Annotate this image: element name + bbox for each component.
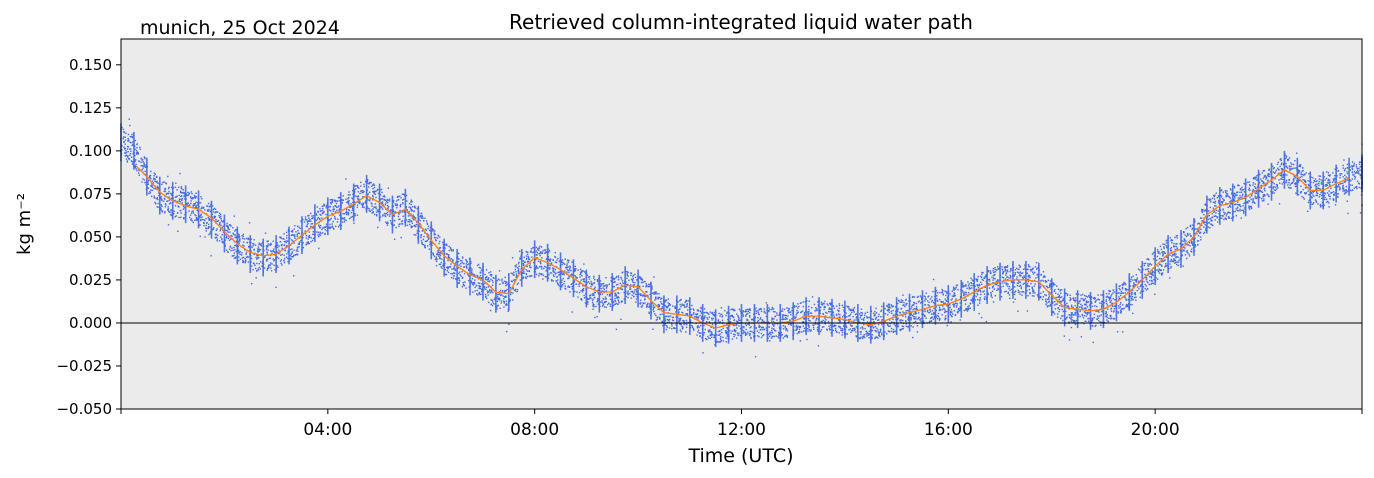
y-tick-label: 0.075 <box>69 185 112 203</box>
scatter-point <box>559 252 575 313</box>
scatter-point <box>249 235 264 285</box>
x-tick-label: 04:00 <box>303 420 352 440</box>
scatter-point <box>482 262 497 312</box>
x-axis-label: Time (UTC) <box>687 445 793 467</box>
scatter-point <box>1348 157 1363 214</box>
scatter-point <box>766 304 781 342</box>
x-tick-label: 16:00 <box>924 420 973 440</box>
y-tick-label: 0.150 <box>69 56 112 74</box>
y-tick-label: 0.050 <box>69 228 112 246</box>
y-tick-label: 0.000 <box>69 314 112 332</box>
y-axis-ticks: −0.050 −0.025 0.000 0.025 0.050 0.075 0.100 0.1… <box>56 56 121 418</box>
y-tick-label: 0.100 <box>69 142 112 160</box>
x-tick-label: 08:00 <box>510 420 559 440</box>
scatter-point <box>637 269 652 316</box>
scatter-point <box>133 131 148 190</box>
x-tick-label: 20:00 <box>1131 420 1180 440</box>
scatter-point <box>1050 278 1066 337</box>
y-tick-label: −0.025 <box>56 357 112 375</box>
scatter-point <box>533 240 549 280</box>
chart-title: Retrieved column-integrated liquid water… <box>509 10 973 34</box>
y-tick-label: 0.125 <box>69 99 112 117</box>
x-tick-label: 12:00 <box>717 420 766 440</box>
scatter-point <box>365 174 381 229</box>
scatter-point <box>184 185 200 224</box>
y-tick-label: −0.050 <box>56 400 112 418</box>
x-axis-ticks: 04:00 08:00 12:00 16:00 20:00 <box>120 409 1363 440</box>
y-axis-label: kg m⁻² <box>14 193 35 255</box>
chart-subtitle: munich, 25 Oct 2024 <box>140 17 340 39</box>
y-tick-label: 0.025 <box>69 271 112 289</box>
